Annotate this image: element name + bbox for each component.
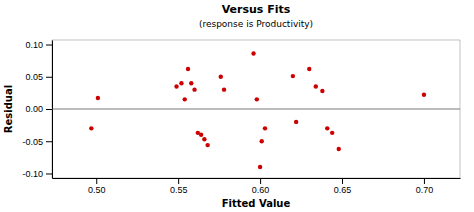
point xyxy=(199,133,203,137)
point xyxy=(263,126,267,130)
y-tick: 0.00 xyxy=(25,104,52,114)
point xyxy=(337,147,341,151)
y-tick-label: 0.05 xyxy=(25,72,43,82)
plot: 0.50 0.55 0.60 0.65 0.70 -0.10 -0.05 0.00 0.05 0.… xyxy=(22,40,460,195)
point xyxy=(258,165,262,169)
x-axis: 0.50 0.55 0.60 0.65 0.70 xyxy=(53,178,461,195)
y-tick-label: -0.10 xyxy=(22,169,43,179)
x-tick-label: 0.50 xyxy=(88,185,106,195)
y-tick-mark xyxy=(46,109,52,110)
point xyxy=(192,87,196,91)
y-axis-line xyxy=(52,41,53,179)
plot-frame xyxy=(52,40,460,178)
point xyxy=(219,75,223,79)
x-tick: 0.65 xyxy=(334,178,352,195)
point xyxy=(314,84,318,88)
y-tick-mark xyxy=(46,77,52,78)
point xyxy=(202,137,206,141)
y-tick-label: -0.05 xyxy=(22,137,43,147)
x-tick-mark xyxy=(178,178,179,184)
point xyxy=(189,81,193,85)
x-tick: 0.70 xyxy=(416,178,434,195)
marks xyxy=(52,51,460,169)
y-tick: 0.05 xyxy=(25,72,52,82)
x-tick-mark xyxy=(342,178,343,184)
x-tick-label: 0.60 xyxy=(252,185,270,195)
x-tick: 0.50 xyxy=(88,178,106,195)
point xyxy=(255,97,259,101)
x-tick-label: 0.55 xyxy=(170,185,188,195)
point xyxy=(186,67,190,71)
y-tick-label: 0.10 xyxy=(25,40,43,50)
point xyxy=(251,51,255,55)
x-tick: 0.60 xyxy=(252,178,270,195)
y-tick-mark xyxy=(46,141,52,142)
y-tick: -0.10 xyxy=(22,169,52,179)
point xyxy=(422,93,426,97)
point xyxy=(89,126,93,130)
y-tick: 0.10 xyxy=(25,40,52,50)
point xyxy=(96,96,100,100)
y-axis-title: Residual xyxy=(3,85,14,133)
point xyxy=(330,131,334,135)
y-tick: -0.05 xyxy=(22,137,52,147)
chart: 0.50 0.55 0.60 0.65 0.70 -0.10 -0.05 0.00 0.05 0.… xyxy=(0,0,474,212)
point xyxy=(307,67,311,71)
x-tick-label: 0.70 xyxy=(416,185,434,195)
y-axis: -0.10 -0.05 0.00 0.05 0.10 xyxy=(22,40,52,179)
point xyxy=(205,143,209,147)
point xyxy=(222,87,226,91)
reference-line xyxy=(52,109,460,110)
y-tick-mark xyxy=(46,45,52,46)
y-tick-mark xyxy=(46,173,52,174)
point xyxy=(183,97,187,101)
point xyxy=(320,89,324,93)
point xyxy=(260,139,264,143)
subtitle: (response is Productivity) xyxy=(199,19,313,29)
y-tick-label: 0.00 xyxy=(25,104,43,114)
x-tick-mark xyxy=(260,178,261,184)
x-tick-mark xyxy=(96,178,97,184)
x-tick-mark xyxy=(424,178,425,184)
title: Versus Fits xyxy=(222,3,291,16)
point xyxy=(179,81,183,85)
x-tick-label: 0.65 xyxy=(334,185,352,195)
x-axis-title: Fitted Value xyxy=(222,198,291,209)
x-tick: 0.55 xyxy=(170,178,188,195)
point xyxy=(291,74,295,78)
x-axis-line xyxy=(53,178,461,179)
point xyxy=(174,84,178,88)
point xyxy=(325,126,329,130)
point xyxy=(294,120,298,124)
